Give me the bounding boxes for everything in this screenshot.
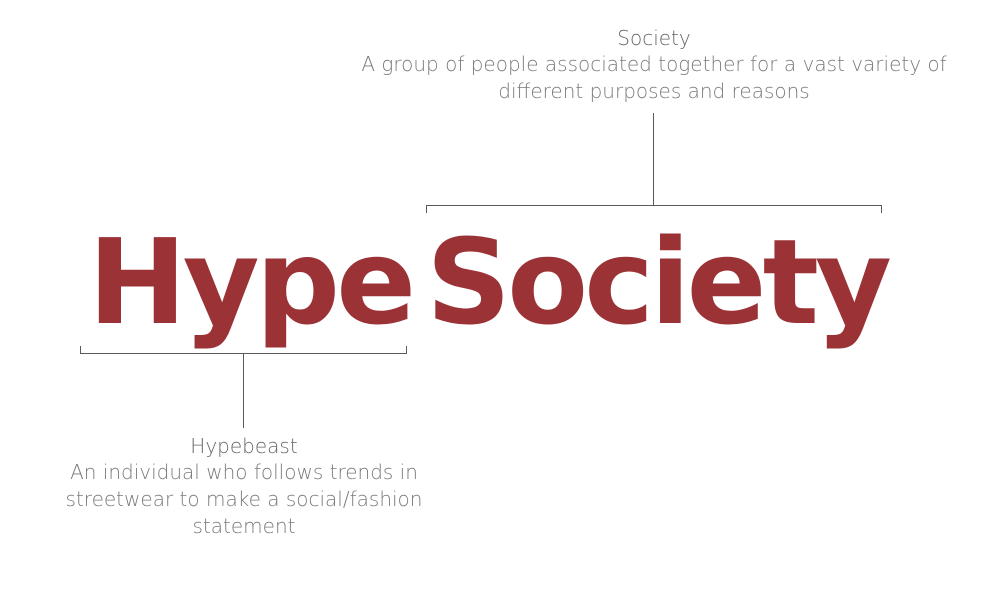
hypebeast-definition: An individual who follows trends in stre… [65, 460, 423, 538]
hype-bracket [80, 346, 407, 428]
society-term: Society [617, 26, 691, 50]
hypebeast-term: Hypebeast [190, 434, 298, 458]
title-word-hype: Hype [88, 213, 416, 351]
hypebeast-annotation: Hypebeast An individual who follows tren… [45, 433, 443, 540]
society-bracket [426, 113, 882, 213]
society-definition: A group of people associated together fo… [361, 52, 947, 103]
society-bracket-bar [426, 205, 882, 213]
hype-bracket-bar [80, 346, 407, 354]
title-word-society: Society [426, 213, 892, 351]
society-annotation: Society A group of people associated tog… [340, 25, 968, 105]
